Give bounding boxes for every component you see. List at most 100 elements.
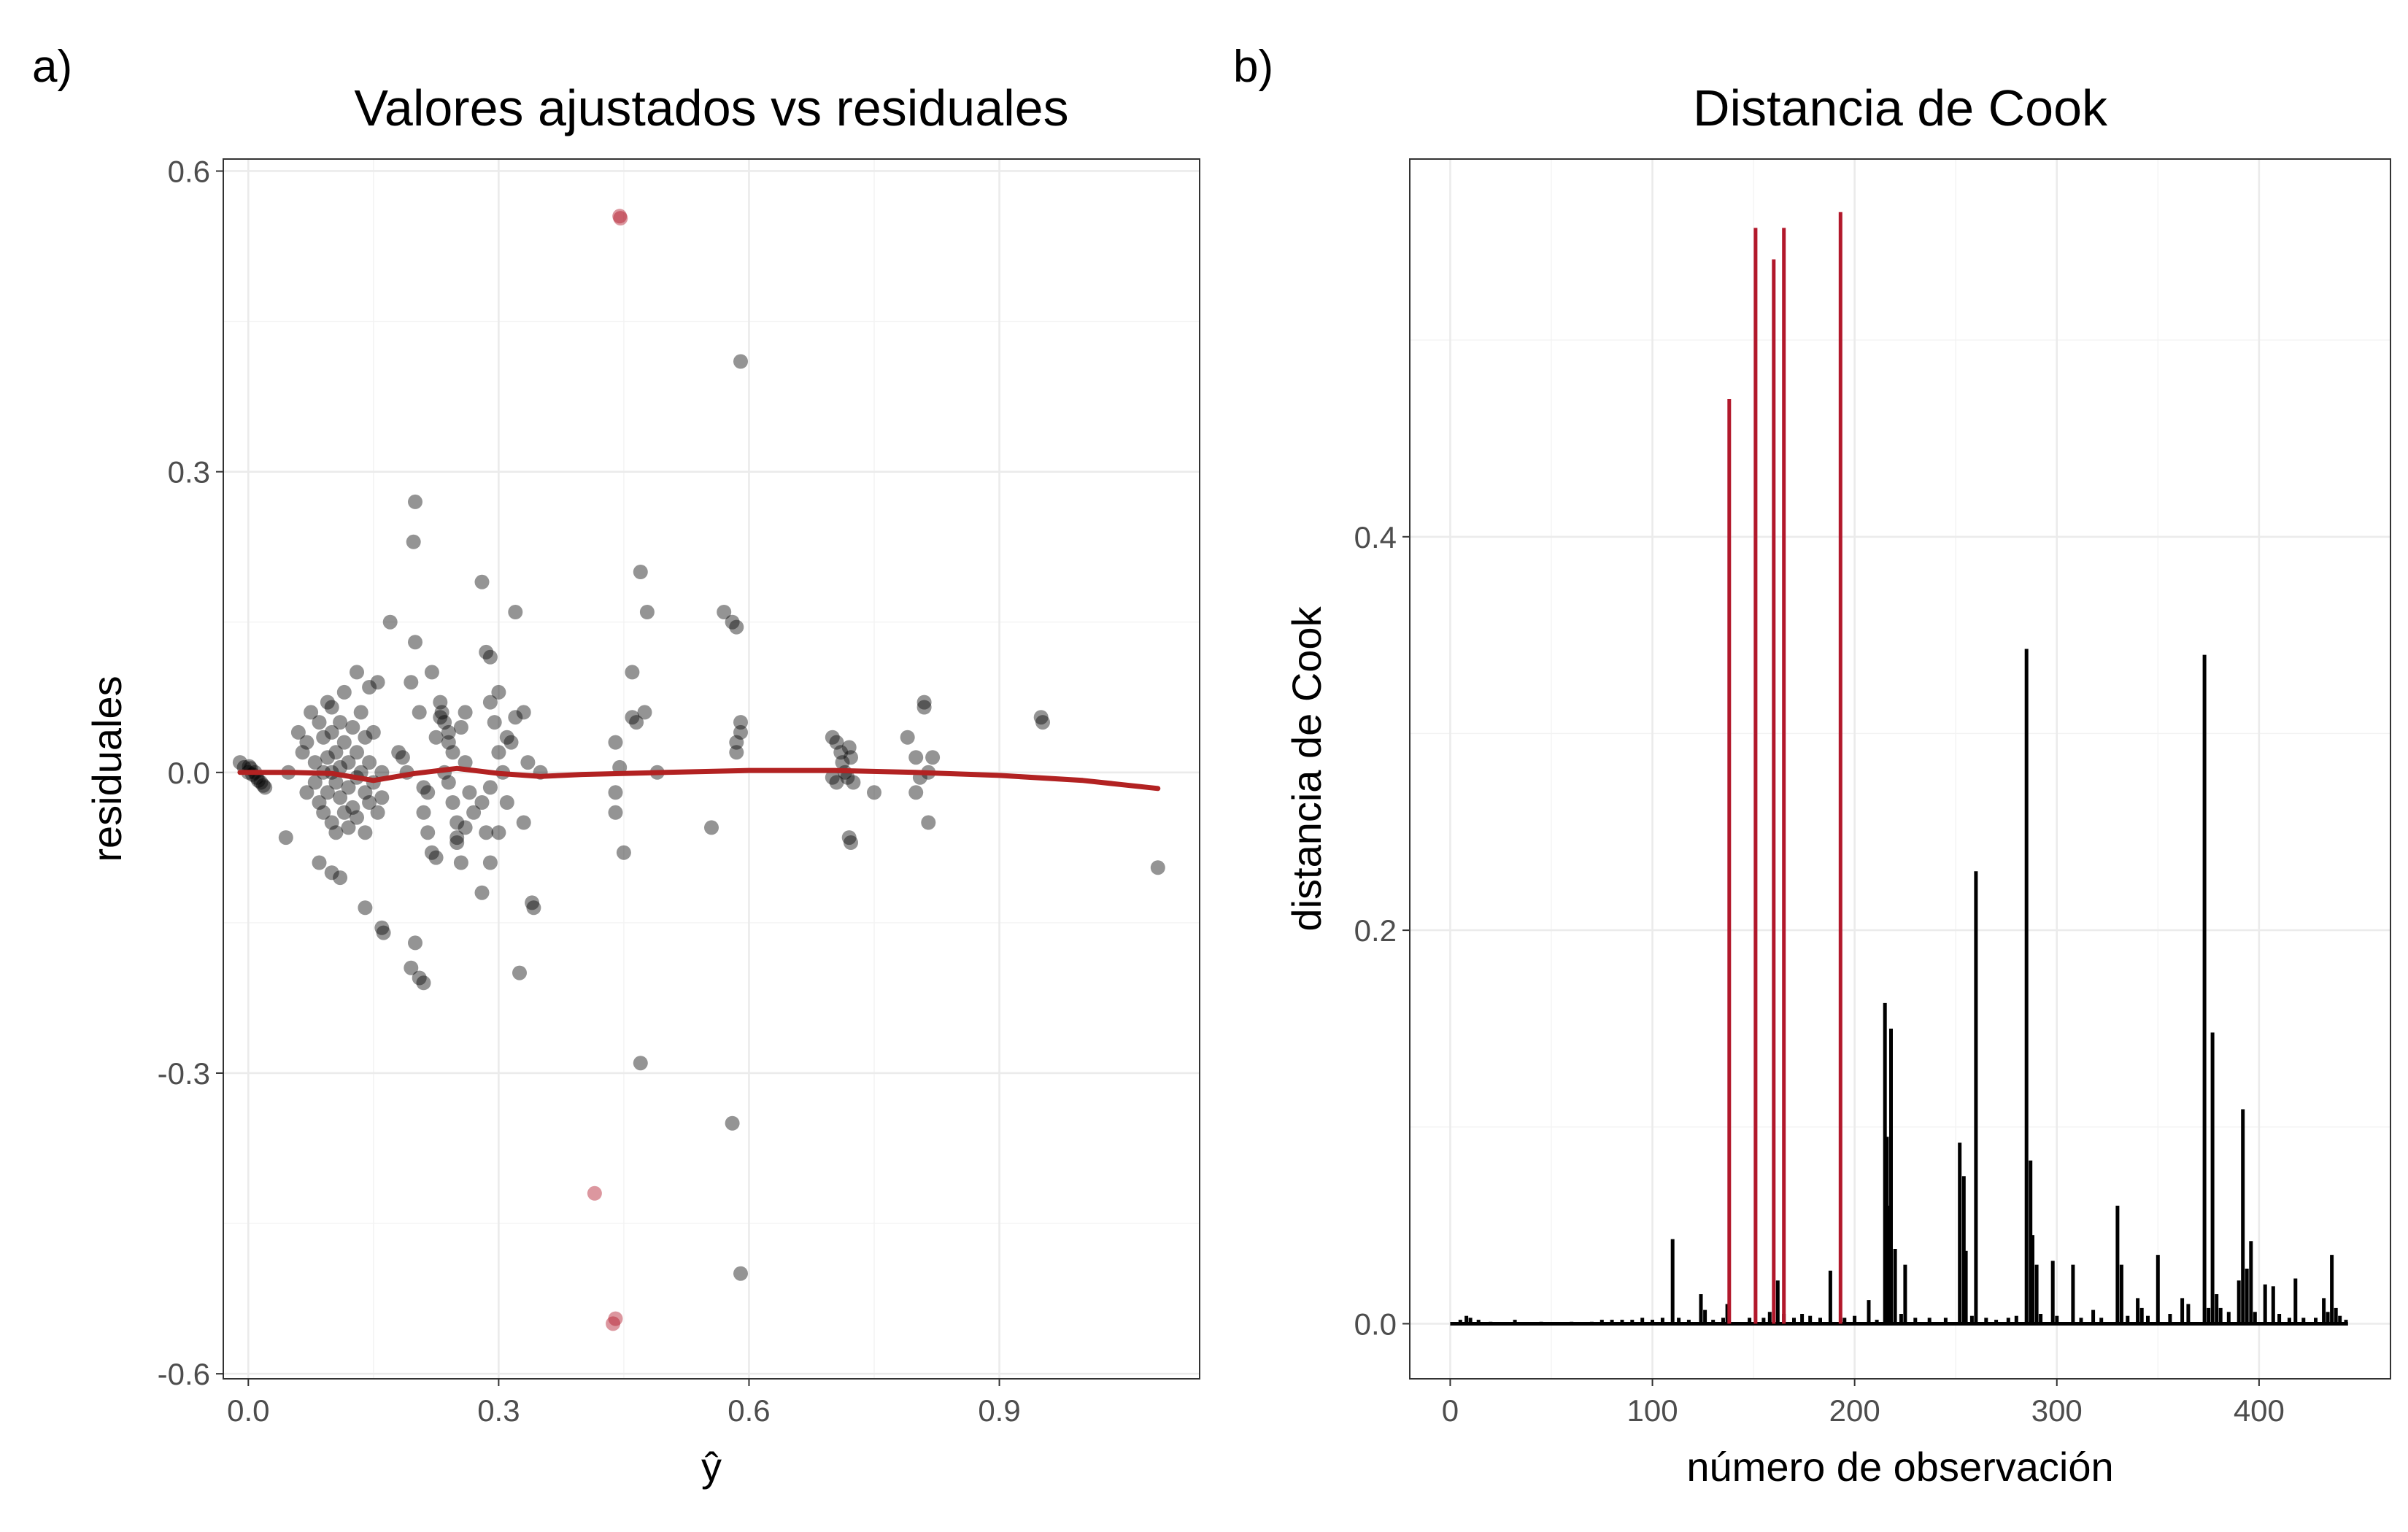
data-point	[316, 805, 331, 820]
data-point	[278, 830, 293, 846]
data-point	[526, 900, 541, 916]
data-point	[416, 780, 431, 795]
data-point	[320, 785, 335, 800]
data-point	[704, 820, 719, 835]
data-point	[625, 665, 640, 680]
panel-tag: b)	[1233, 42, 1273, 92]
data-point	[251, 773, 266, 788]
x-tick-label: 200	[1829, 1393, 1880, 1428]
y-tick-label: 0.3	[168, 455, 210, 490]
data-point	[416, 805, 431, 820]
data-point	[449, 835, 465, 850]
data-point	[420, 825, 436, 840]
data-point	[362, 755, 377, 770]
data-point	[441, 775, 456, 790]
highlighted-point	[606, 1316, 621, 1331]
data-point	[374, 790, 390, 805]
data-point	[304, 705, 319, 720]
data-point	[616, 845, 631, 860]
data-point	[499, 795, 514, 810]
data-point	[717, 605, 732, 619]
data-point	[324, 815, 339, 830]
panel-a: 0.0 0.3 0.6 0.9 -0.6 -0.3 0.0 0.3 0.6 Valores aju…	[32, 42, 1200, 1490]
highlighted-point	[612, 209, 628, 224]
y-tick-label: 0.0	[1354, 1307, 1397, 1341]
data-point	[458, 755, 473, 770]
data-point	[908, 785, 924, 800]
data-point	[328, 745, 344, 760]
data-point	[295, 745, 310, 760]
highlighted-point	[587, 1185, 602, 1201]
x-tick-label: 0.3	[477, 1393, 520, 1428]
data-point	[458, 820, 473, 835]
highlighted-point	[613, 211, 628, 226]
data-point	[1033, 710, 1049, 725]
data-point	[840, 770, 855, 785]
data-point	[733, 354, 748, 369]
y-tick-label: 0.6	[168, 154, 210, 188]
data-point	[725, 614, 740, 630]
data-point	[404, 675, 419, 690]
data-point	[633, 565, 648, 579]
data-point	[462, 785, 477, 800]
data-point	[416, 975, 431, 991]
y-tick-label: 0.4	[1354, 520, 1397, 554]
data-point	[328, 825, 344, 840]
y-tick-label: -0.3	[158, 1056, 210, 1091]
data-point	[916, 700, 932, 715]
data-point	[370, 675, 385, 690]
y-tick-label: 0.0	[168, 756, 210, 790]
data-point	[520, 755, 536, 770]
data-point	[341, 780, 356, 795]
data-point	[258, 780, 273, 795]
data-point	[391, 745, 406, 760]
data-point	[333, 790, 348, 805]
data-point	[382, 614, 398, 630]
data-point	[312, 795, 327, 810]
data-point	[729, 745, 744, 760]
plot-area	[1450, 212, 2348, 1326]
data-point	[491, 825, 506, 840]
data-point	[341, 820, 356, 835]
data-point	[900, 730, 915, 745]
data-point	[508, 605, 523, 619]
data-point	[867, 785, 881, 800]
data-point	[370, 805, 385, 820]
data-point	[299, 735, 314, 750]
data-point	[491, 684, 506, 700]
data-point	[844, 750, 858, 765]
data-point	[434, 705, 449, 720]
data-point	[608, 785, 623, 800]
data-point	[324, 700, 339, 715]
panel-b: 0 100 200 300 400 0.0 0.2 0.4 Distancia de Cook n…	[1233, 42, 2391, 1490]
data-point	[825, 730, 840, 745]
data-point	[307, 755, 323, 770]
data-point	[441, 735, 456, 750]
y-tick-label: -0.6	[158, 1357, 210, 1391]
data-point	[491, 745, 506, 760]
data-point	[844, 835, 858, 850]
data-point	[474, 885, 490, 900]
data-point	[625, 710, 640, 725]
data-point	[608, 805, 623, 820]
data-point	[376, 925, 391, 940]
data-point	[316, 730, 331, 745]
highlighted-point	[608, 1311, 623, 1326]
data-point	[466, 805, 482, 820]
data-point	[232, 755, 247, 770]
data-point	[362, 680, 377, 695]
data-point	[408, 635, 422, 650]
data-point	[324, 865, 339, 881]
data-point	[833, 745, 849, 760]
x-tick-label: 0.6	[728, 1393, 770, 1428]
data-point	[729, 619, 744, 635]
data-point	[353, 705, 368, 720]
x-tick-label: 400	[2234, 1393, 2285, 1428]
data-point	[255, 778, 271, 793]
data-point	[516, 815, 531, 830]
y-axis-title: residuales	[84, 676, 130, 862]
data-point	[441, 724, 456, 740]
x-tick-label: 0.0	[227, 1393, 269, 1428]
data-point	[482, 780, 498, 795]
